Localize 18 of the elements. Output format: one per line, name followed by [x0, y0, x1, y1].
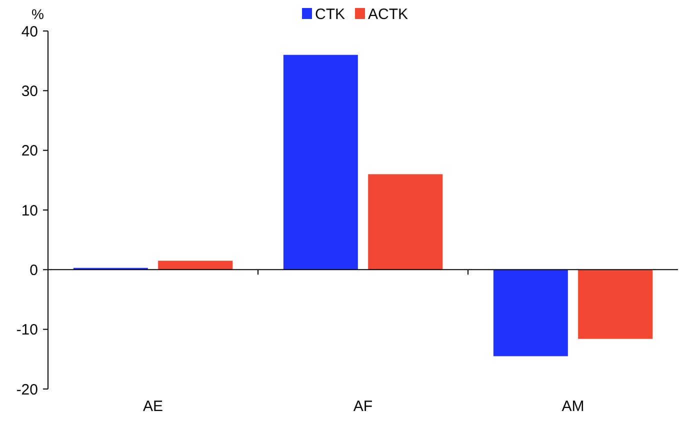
x-tick-label: AE [142, 398, 164, 415]
y-tick-label: 20 [21, 142, 38, 160]
bar [283, 54, 358, 270]
y-tick-label: 10 [21, 202, 38, 220]
y-tick-label: -10 [16, 322, 38, 339]
y-tick-label: 40 [21, 23, 38, 40]
x-tick-label: AF [353, 398, 373, 415]
bar [158, 260, 233, 270]
y-tick-label: -20 [16, 381, 38, 398]
legend-label: CTK [315, 6, 345, 23]
y-tick-label: 30 [21, 82, 38, 100]
y-axis-title: % [32, 6, 44, 22]
bar [368, 174, 443, 270]
y-tick-label: 0 [30, 262, 38, 279]
bar [578, 270, 653, 339]
bar [493, 270, 568, 356]
x-tick-label: AM [562, 398, 584, 415]
legend-label: ACTK [368, 6, 408, 23]
